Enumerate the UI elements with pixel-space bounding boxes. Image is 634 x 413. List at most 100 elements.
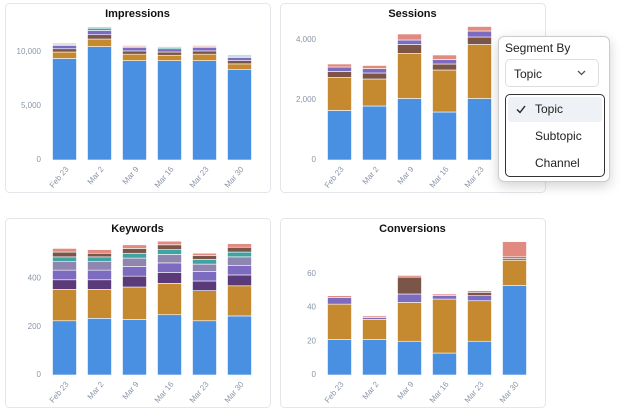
bar-segment (52, 51, 77, 59)
bar-segment (192, 47, 217, 52)
bar-segment (87, 269, 112, 281)
bar-segment (122, 45, 147, 47)
bar-segment (327, 77, 352, 111)
bar-segment (157, 46, 182, 48)
bar-segment (327, 295, 352, 298)
bar-segment (467, 26, 492, 32)
bar-segment (157, 314, 182, 376)
bar-segment (192, 271, 217, 282)
y-tick-label: 10,000 (17, 47, 42, 56)
y-tick-label: 400 (28, 274, 42, 283)
bar-segment (87, 261, 112, 271)
bar-segment (87, 289, 112, 319)
bar-segment (87, 27, 112, 31)
bar-segment (502, 259, 527, 286)
bar-segment (467, 98, 492, 161)
bar-segment (502, 241, 527, 258)
bar-segment (192, 290, 217, 322)
bar-segment (87, 318, 112, 376)
bar-segment (122, 244, 147, 249)
y-tick-label: 4,000 (296, 35, 317, 44)
bar-segment (157, 54, 182, 61)
bar-segment (432, 298, 457, 354)
bar-segment (192, 50, 217, 55)
bar-segment (327, 303, 352, 340)
bar-segment (157, 249, 182, 255)
bar-segment (157, 51, 182, 56)
bar-segment (157, 48, 182, 53)
bar-segment (157, 60, 182, 161)
bar-segment (52, 45, 77, 50)
bar-segment (52, 269, 77, 281)
bar-segment (327, 297, 352, 305)
bar-segment (157, 262, 182, 273)
bar-segment (362, 315, 387, 318)
bar-segment (157, 254, 182, 264)
bar-segment (432, 293, 457, 296)
y-tick-label: 60 (307, 269, 316, 278)
bar-segment (327, 110, 352, 161)
bar-segment (52, 279, 77, 290)
bar-segment (87, 30, 112, 36)
bar-segment (397, 302, 422, 342)
segment-select[interactable]: Topic (505, 59, 599, 87)
bar-segment (122, 252, 147, 259)
bar-segment (87, 256, 112, 262)
bar-segment (432, 59, 457, 65)
bar-segment (397, 340, 422, 376)
bar-segment (87, 252, 112, 258)
menu-option[interactable]: Subtopic (535, 129, 582, 143)
bar-segment (467, 44, 492, 99)
bar-segment (157, 240, 182, 246)
y-tick-label: 200 (28, 322, 42, 331)
bar-segment (397, 293, 422, 303)
menu-label: Segment By (505, 41, 571, 55)
bar-segment (362, 65, 387, 69)
bar-segment (87, 34, 112, 40)
bar-segment (122, 319, 147, 376)
bar-segment (192, 255, 217, 260)
bar-segment (227, 285, 252, 317)
y-tick-label: 0 (37, 155, 42, 164)
chart-title: Sessions (388, 8, 436, 20)
bar-segment (397, 98, 422, 161)
y-tick-label: 2,000 (296, 95, 317, 104)
segment-menu: Segment By Topic Topic Subtopic Channel (498, 36, 610, 182)
bar-segment (192, 320, 217, 376)
bar-segment (327, 339, 352, 376)
bar-segment (397, 33, 422, 41)
chart-title: Impressions (105, 8, 170, 20)
bar-segment (227, 60, 252, 65)
bar-segment (502, 285, 527, 376)
bar-segment (227, 251, 252, 258)
bar-segment (122, 47, 147, 52)
bar-segment (432, 69, 457, 113)
selected-value: Topic (514, 67, 543, 81)
bar-segment (467, 290, 492, 293)
bar-segment (157, 283, 182, 316)
bar-segment (432, 63, 457, 71)
bar-segment (227, 246, 252, 253)
chart-title: Conversions (379, 223, 446, 235)
menu-option[interactable]: Channel (535, 156, 580, 170)
y-tick-label: 0 (312, 155, 317, 164)
bar-segment (362, 78, 387, 107)
bar-segment (87, 38, 112, 47)
bar-segment (362, 105, 387, 161)
bar-segment (227, 315, 252, 376)
bar-segment (467, 340, 492, 376)
bar-segment (52, 289, 77, 322)
bar-segment (432, 54, 457, 60)
bar-segment (397, 276, 422, 295)
bar-segment (467, 36, 492, 45)
bar-segment (227, 63, 252, 70)
bar-segment (192, 258, 217, 265)
menu-option[interactable]: Topic (508, 97, 602, 122)
bar-segment (52, 58, 77, 161)
bar-segment (227, 243, 252, 248)
bar-segment (122, 286, 147, 320)
bar-segment (397, 39, 422, 45)
bar-segment (157, 272, 182, 284)
